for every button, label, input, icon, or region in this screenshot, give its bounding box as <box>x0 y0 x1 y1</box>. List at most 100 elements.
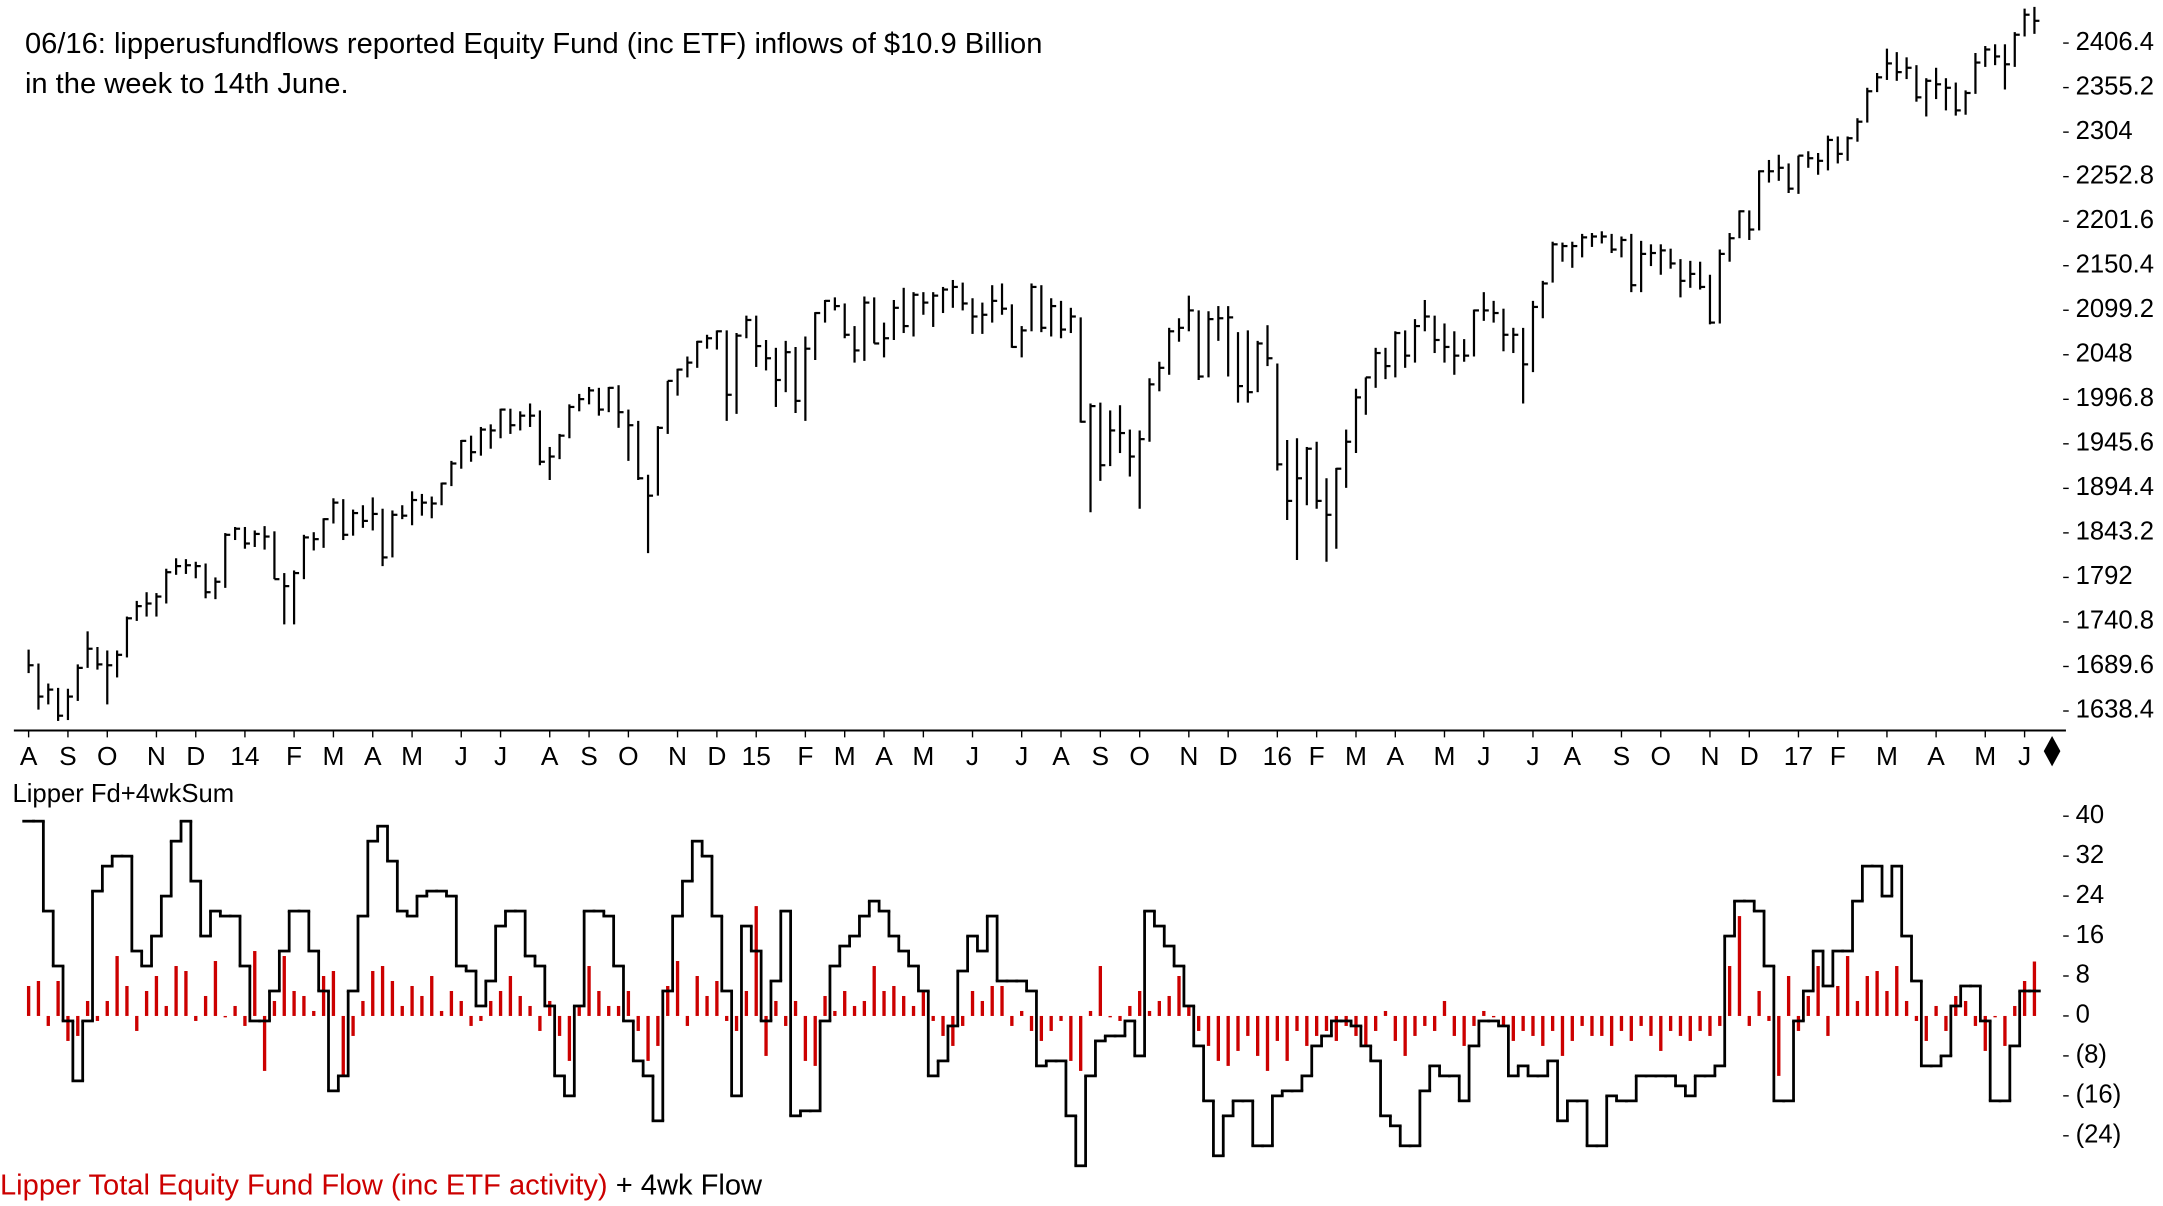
x-tick-label: 16 <box>1263 741 1292 771</box>
x-tick-label: A <box>364 741 382 771</box>
x-tick-label: D <box>186 741 205 771</box>
flow-bar <box>292 990 296 1016</box>
flow-bar <box>400 1005 404 1016</box>
flow-bar <box>882 990 886 1016</box>
flow-bar <box>1944 1015 1948 1031</box>
y-tick-label: 1792 <box>2076 562 2133 590</box>
y-tick-label: 2099.2 <box>2076 295 2154 323</box>
x-tick-label: N <box>1179 741 1198 771</box>
flow-bar <box>951 1015 955 1046</box>
flow-bar <box>577 1005 581 1016</box>
flow-bar <box>331 971 336 1016</box>
flow-bar <box>1649 1015 1653 1036</box>
x-tick-label: J <box>2018 741 2031 771</box>
x-tick-label: 17 <box>1784 741 1813 771</box>
flow-bar <box>1187 1005 1191 1016</box>
flow-bar <box>1462 1015 1466 1046</box>
x-tick-label: J <box>1526 741 1539 771</box>
x-tick-label: O <box>1651 741 1671 771</box>
flow-bar <box>705 995 709 1016</box>
x-tick-label: J <box>966 741 979 771</box>
legend-entry: Lipper Total Equity Fund Flow (inc ETF a… <box>0 1169 608 1201</box>
flow-bar <box>1580 1015 1584 1026</box>
x-tick-label: A <box>1927 741 1945 771</box>
y-tick-label: 2048 <box>2076 340 2133 368</box>
flow-bar <box>498 990 503 1016</box>
x-tick-label: A <box>875 741 893 771</box>
flow-bar <box>1118 1015 1122 1021</box>
legend-joiner: + <box>616 1169 633 1201</box>
flow-bar <box>1895 966 1899 1016</box>
flow-bar <box>1727 966 1732 1016</box>
flow-bar <box>1157 1000 1162 1016</box>
flow-bar <box>233 1005 237 1016</box>
x-tick-label: 15 <box>742 741 771 771</box>
flow-bar <box>430 976 434 1016</box>
flow-bar <box>1619 1015 1624 1031</box>
flow-bar <box>1865 976 1869 1016</box>
flow-bar <box>1088 1010 1093 1016</box>
flow-bar <box>1216 1015 1221 1061</box>
flow-bar <box>1521 1015 1525 1031</box>
flow-bar <box>1177 976 1181 1016</box>
flow-bar <box>194 1015 198 1021</box>
y-tick-label: 2406.4 <box>2076 28 2154 56</box>
flow-bar <box>793 1000 798 1016</box>
flow-bar <box>56 980 60 1016</box>
flow-bar <box>656 1015 660 1046</box>
y-tick-label: 1689.6 <box>2076 651 2154 679</box>
x-tick-label: A <box>541 741 559 771</box>
flow-bar <box>1413 1015 1417 1036</box>
flow-bar <box>371 971 375 1016</box>
x-tick-label: D <box>1740 741 1759 771</box>
flow-bar <box>1629 1015 1633 1041</box>
flow-bar <box>970 990 975 1016</box>
flow-bar <box>528 1005 532 1016</box>
flow-bar <box>479 1015 483 1021</box>
flow-bar <box>1039 1015 1044 1041</box>
flow-bar <box>1285 1015 1289 1061</box>
y-tick-label: 1638.4 <box>2076 696 2154 724</box>
x-tick-label: M <box>322 741 344 771</box>
flow-bar <box>361 1000 365 1016</box>
flow-bar <box>26 985 31 1016</box>
x-tick-label: A <box>1564 741 1582 771</box>
flow-bar <box>489 1000 493 1016</box>
flow-bar <box>262 1015 267 1071</box>
flow-bar <box>1482 1010 1486 1016</box>
flow-bar <box>1147 1010 1152 1016</box>
current-marker <box>2043 736 2061 767</box>
flow-bar <box>833 1010 837 1016</box>
flow-bar <box>685 1015 690 1026</box>
flow-bar <box>95 1015 100 1021</box>
flow-bar <box>902 995 906 1016</box>
flow-bar <box>695 976 699 1016</box>
flow-bar <box>1069 1015 1073 1061</box>
x-tick-label: S <box>59 741 77 771</box>
flow-bar <box>1491 1015 1496 1018</box>
flow-bar <box>1098 966 1103 1016</box>
flow-bar <box>1403 1015 1407 1056</box>
flow-bar <box>607 1005 611 1016</box>
flow-bar <box>1256 1015 1260 1056</box>
flow-bar <box>1845 956 1850 1016</box>
flow-bar <box>2032 961 2037 1016</box>
x-tick-label: M <box>912 741 934 771</box>
flow-bar <box>272 1000 277 1016</box>
x-tick-label: D <box>707 741 726 771</box>
x-tick-label: A <box>1387 741 1405 771</box>
flow-bar <box>1993 1015 1997 1018</box>
flow-bar <box>1305 1015 1309 1046</box>
flow-bar <box>1383 1010 1388 1016</box>
x-tick-label: F <box>797 741 813 771</box>
flow-bar <box>862 1000 867 1016</box>
flow-bar <box>1059 1015 1063 1021</box>
flow-bar <box>675 961 680 1016</box>
y-tick-label: 24 <box>2076 881 2105 909</box>
annotation: 06/16: lipperusfundflows reported Equity… <box>25 28 1042 60</box>
flow-bar <box>184 971 188 1016</box>
flow-bar <box>1472 1015 1476 1026</box>
flow-bar <box>1442 1000 1447 1016</box>
flow-bar <box>1128 1005 1132 1016</box>
flow-bar <box>587 966 591 1016</box>
